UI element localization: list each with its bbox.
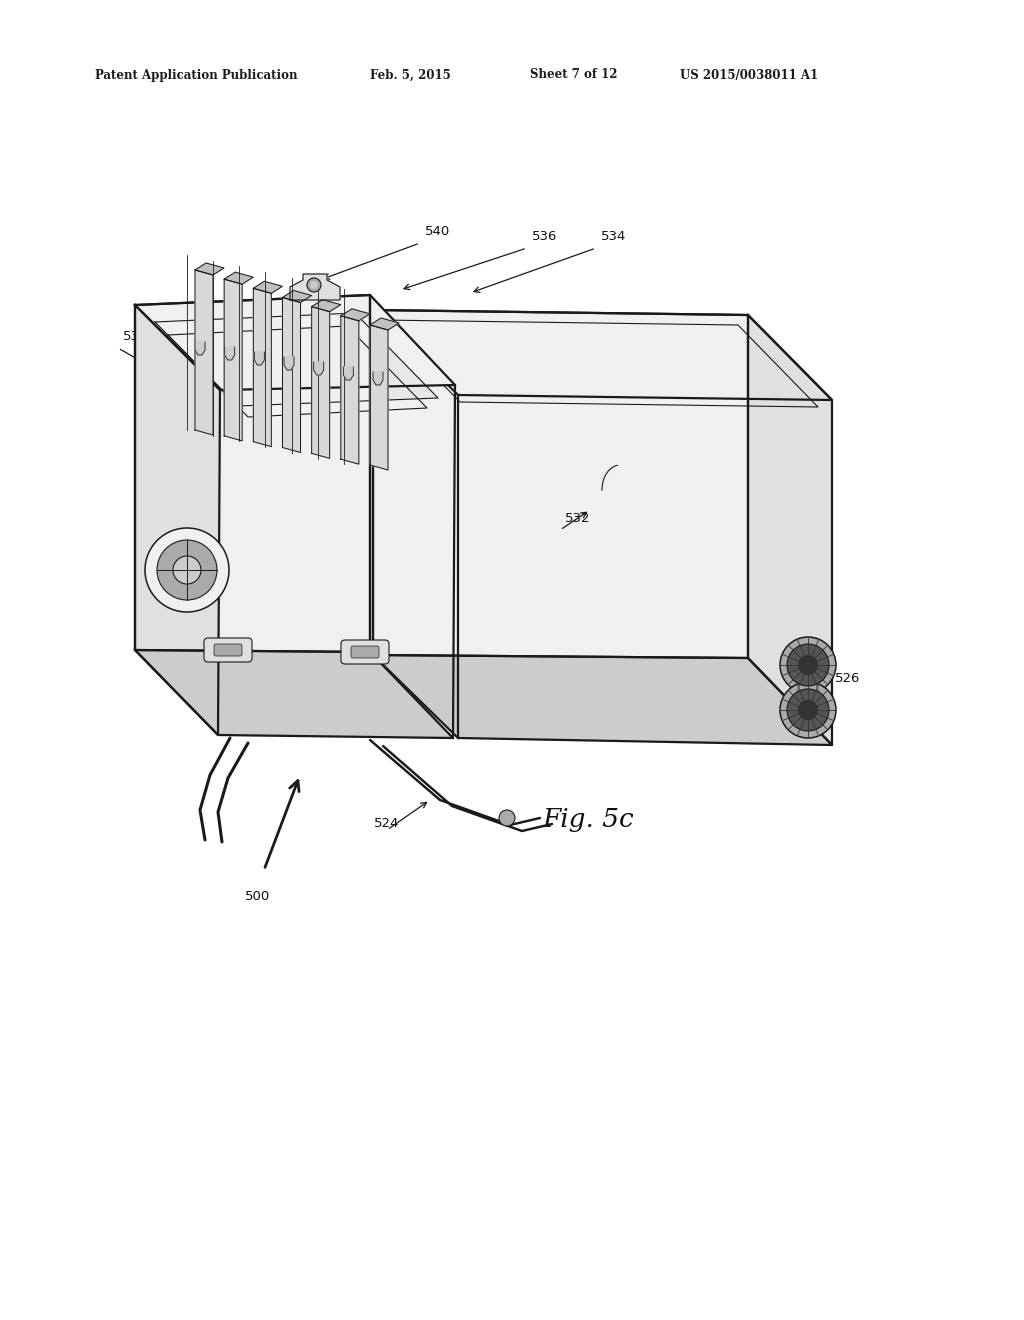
Polygon shape: [135, 294, 370, 652]
Polygon shape: [341, 315, 358, 465]
Polygon shape: [195, 342, 205, 355]
Text: 500: 500: [246, 890, 270, 903]
Polygon shape: [135, 305, 220, 735]
Circle shape: [157, 540, 217, 601]
Text: 526: 526: [835, 672, 860, 685]
Polygon shape: [311, 300, 341, 312]
Polygon shape: [195, 263, 224, 275]
Circle shape: [798, 655, 818, 675]
Text: Patent Application Publication: Patent Application Publication: [95, 69, 298, 82]
Polygon shape: [284, 356, 294, 370]
Circle shape: [499, 810, 515, 826]
Polygon shape: [748, 315, 831, 744]
Polygon shape: [254, 352, 264, 366]
Circle shape: [787, 644, 829, 686]
Polygon shape: [313, 362, 324, 375]
Circle shape: [307, 279, 321, 292]
Polygon shape: [224, 279, 242, 441]
Polygon shape: [224, 272, 253, 284]
Polygon shape: [283, 297, 300, 453]
Polygon shape: [311, 306, 330, 458]
FancyBboxPatch shape: [351, 645, 379, 657]
Polygon shape: [155, 313, 438, 407]
Polygon shape: [224, 347, 234, 360]
Polygon shape: [343, 367, 353, 380]
Text: 540: 540: [425, 224, 451, 238]
Circle shape: [787, 689, 829, 731]
Polygon shape: [253, 281, 283, 293]
Polygon shape: [373, 655, 831, 744]
Polygon shape: [373, 372, 383, 385]
Polygon shape: [370, 318, 399, 330]
Text: US 2015/0038011 A1: US 2015/0038011 A1: [680, 69, 818, 82]
Polygon shape: [341, 309, 370, 321]
Polygon shape: [135, 294, 455, 389]
Polygon shape: [135, 649, 453, 738]
FancyBboxPatch shape: [214, 644, 242, 656]
Text: 528: 528: [153, 620, 178, 634]
Text: Feb. 5, 2015: Feb. 5, 2015: [370, 69, 451, 82]
Text: 536a: 536a: [123, 330, 157, 343]
Polygon shape: [283, 290, 311, 302]
Text: Sheet 7 of 12: Sheet 7 of 12: [530, 69, 617, 82]
Polygon shape: [290, 275, 340, 300]
Polygon shape: [373, 310, 831, 400]
Circle shape: [798, 700, 818, 719]
Circle shape: [145, 528, 229, 612]
Text: 524: 524: [375, 817, 399, 830]
Circle shape: [780, 638, 836, 693]
FancyBboxPatch shape: [341, 640, 389, 664]
Text: Fig. 5c: Fig. 5c: [542, 808, 634, 833]
FancyBboxPatch shape: [204, 638, 252, 663]
Polygon shape: [373, 310, 748, 657]
Text: 540: 540: [145, 601, 170, 612]
Text: 536: 536: [532, 230, 557, 243]
Circle shape: [310, 281, 317, 289]
Text: 534: 534: [601, 230, 627, 243]
Circle shape: [173, 556, 201, 583]
Polygon shape: [253, 288, 271, 446]
Text: 532: 532: [565, 512, 591, 525]
Circle shape: [780, 682, 836, 738]
Polygon shape: [370, 325, 388, 470]
Polygon shape: [195, 271, 213, 436]
